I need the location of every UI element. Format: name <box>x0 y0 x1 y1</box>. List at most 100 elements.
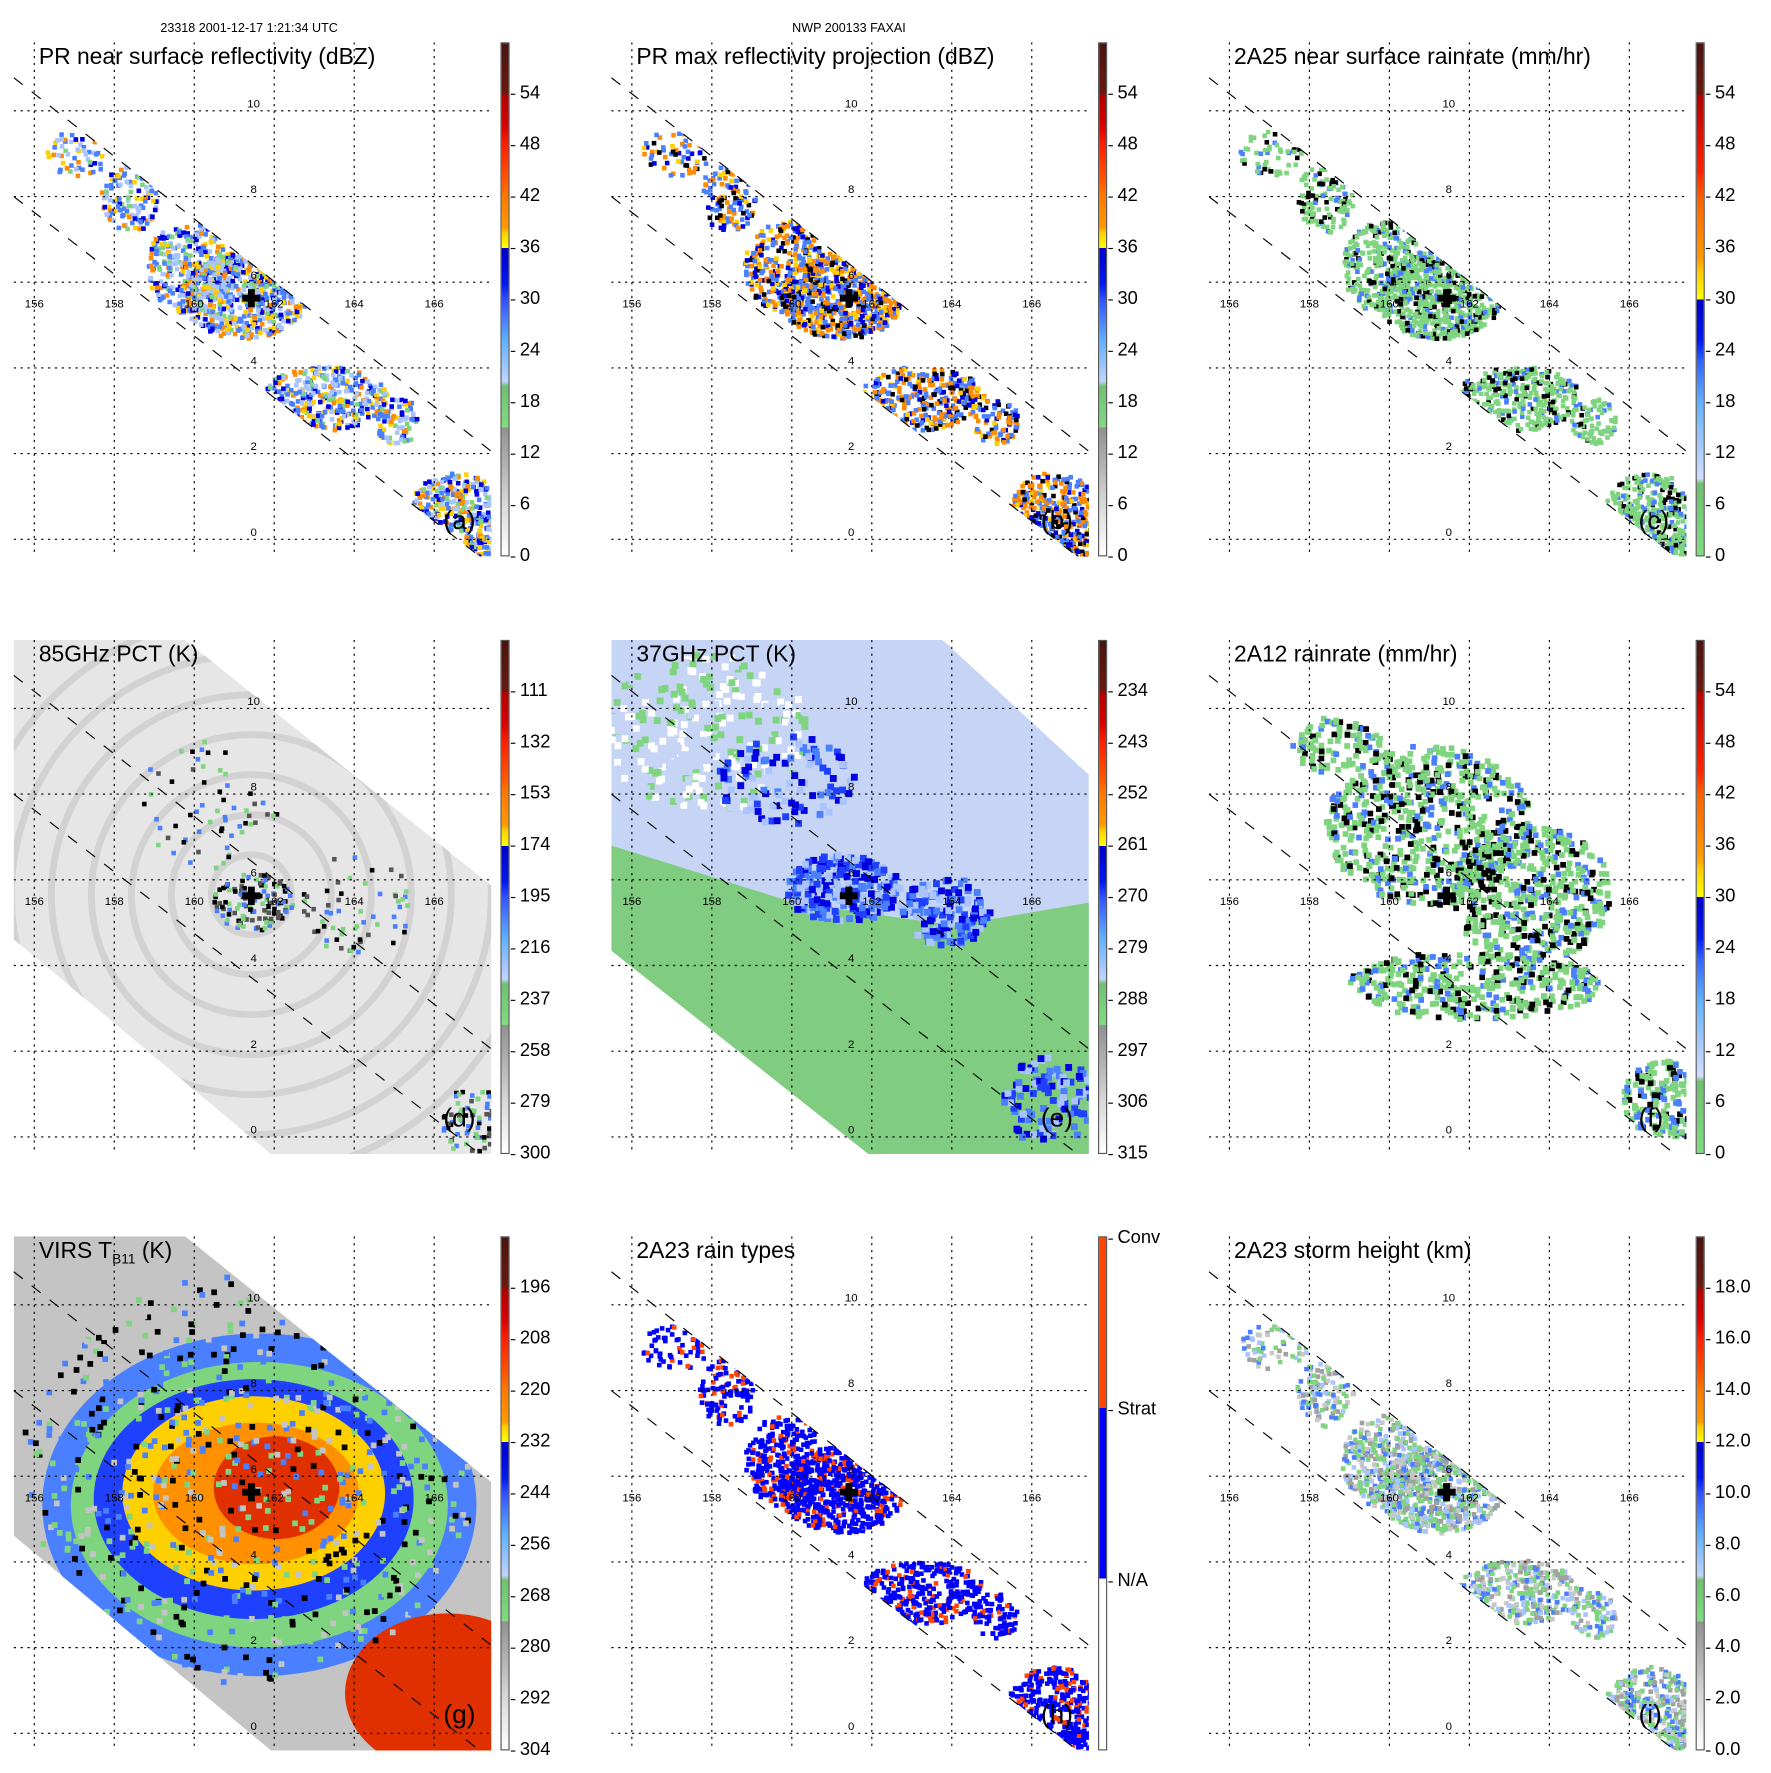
echo-pixel <box>459 547 464 552</box>
echo-pixel <box>759 253 764 258</box>
echo-pixel <box>1064 496 1069 501</box>
echo-pixel <box>1067 555 1072 557</box>
echo-pixel <box>465 485 470 490</box>
echo-pixel <box>263 255 268 260</box>
echo-pixel <box>276 260 281 265</box>
echo-pixel <box>272 326 277 331</box>
echo-pixel <box>670 144 675 149</box>
echo-pixel <box>1468 315 1473 320</box>
echo-pixel <box>867 401 872 406</box>
echo-pixel <box>960 395 965 400</box>
echo-pixel <box>231 271 236 276</box>
echo-pixel <box>1015 414 1020 419</box>
echo-pixel <box>280 397 285 402</box>
echo-pixel <box>226 299 231 304</box>
echo-pixel <box>420 517 425 522</box>
echo-pixel <box>294 418 299 423</box>
echo-pixel <box>894 277 899 282</box>
echo-pixel <box>661 148 666 153</box>
echo-pixel <box>449 485 454 490</box>
echo-pixel <box>865 315 870 320</box>
echo-pixel <box>869 257 874 262</box>
echo-pixel <box>294 273 299 278</box>
echo-pixel <box>983 434 988 439</box>
echo-pixel <box>414 498 419 503</box>
echo-pixel <box>1488 269 1493 274</box>
echo-pixel <box>187 244 192 249</box>
echo-pixel <box>907 382 912 387</box>
echo-pixel <box>736 165 741 170</box>
echo-pixel <box>771 243 776 248</box>
colorbar-tick-label: 24 <box>520 340 540 361</box>
echo-pixel <box>419 505 424 510</box>
echo-pixel <box>993 430 998 435</box>
echo-pixel <box>331 383 336 388</box>
echo-pixel <box>282 375 287 380</box>
echo-pixel <box>261 404 266 409</box>
echo-pixel <box>1066 552 1071 556</box>
echo-pixel <box>852 283 857 288</box>
echo-pixel <box>478 528 483 533</box>
echo-pixel <box>394 441 399 446</box>
echo-pixel <box>681 155 686 160</box>
echo-pixel <box>295 283 300 288</box>
echo-pixel <box>888 268 893 273</box>
echo-pixel <box>832 255 837 260</box>
echo-pixel <box>1031 525 1036 530</box>
echo-pixel <box>652 161 657 166</box>
echo-pixel <box>382 415 387 420</box>
echo-pixel <box>102 140 107 145</box>
echo-pixel <box>185 225 190 230</box>
echo-pixel <box>1477 310 1482 315</box>
echo-pixel <box>314 371 319 376</box>
echo-pixel <box>835 323 840 328</box>
echo-pixel <box>729 179 734 184</box>
echo-pixel <box>1041 544 1046 549</box>
echo-pixel <box>299 401 304 406</box>
echo-pixel <box>75 147 80 152</box>
echo-pixel <box>1034 534 1039 539</box>
echo-pixel <box>846 330 851 335</box>
echo-pixel <box>340 381 345 386</box>
echo-pixel <box>1468 271 1473 276</box>
lat-label: 6 <box>250 270 256 282</box>
echo-pixel <box>898 376 903 381</box>
echo-pixel <box>820 331 825 336</box>
echo-pixel <box>412 528 417 533</box>
echo-pixel <box>759 288 764 293</box>
echo-pixel <box>1475 269 1480 274</box>
echo-pixel <box>241 324 246 329</box>
echo-pixel <box>292 273 297 278</box>
echo-pixel <box>698 150 703 155</box>
echo-pixel <box>925 373 930 378</box>
echo-pixel <box>421 487 426 492</box>
echo-pixel <box>1085 485 1089 490</box>
echo-pixel <box>991 412 996 417</box>
echo-pixel <box>122 223 127 228</box>
echo-pixel <box>947 410 952 415</box>
echo-pixel <box>942 383 947 388</box>
echo-pixel <box>1075 484 1080 489</box>
echo-pixel <box>1461 285 1466 290</box>
echo-pixel <box>857 396 862 401</box>
echo-pixel <box>843 311 848 316</box>
echo-pixel <box>1062 554 1067 557</box>
echo-pixel <box>1474 263 1479 268</box>
echo-pixel <box>706 205 711 210</box>
echo-pixel <box>281 386 286 391</box>
echo-pixel <box>245 254 250 259</box>
echo-pixel <box>440 480 445 485</box>
colorbar-tick-label: 48 <box>1117 135 1137 156</box>
echo-pixel <box>799 262 804 267</box>
echo-pixel <box>47 155 52 160</box>
echo-pixel <box>962 416 967 421</box>
echo-pixel <box>353 420 358 425</box>
echo-pixel <box>923 413 928 418</box>
echo-pixel <box>97 134 102 139</box>
echo-pixel <box>1474 277 1479 282</box>
echo-pixel <box>1442 257 1447 262</box>
echo-pixel <box>216 316 221 321</box>
echo-pixel <box>976 386 981 391</box>
echo-pixel <box>288 277 293 282</box>
